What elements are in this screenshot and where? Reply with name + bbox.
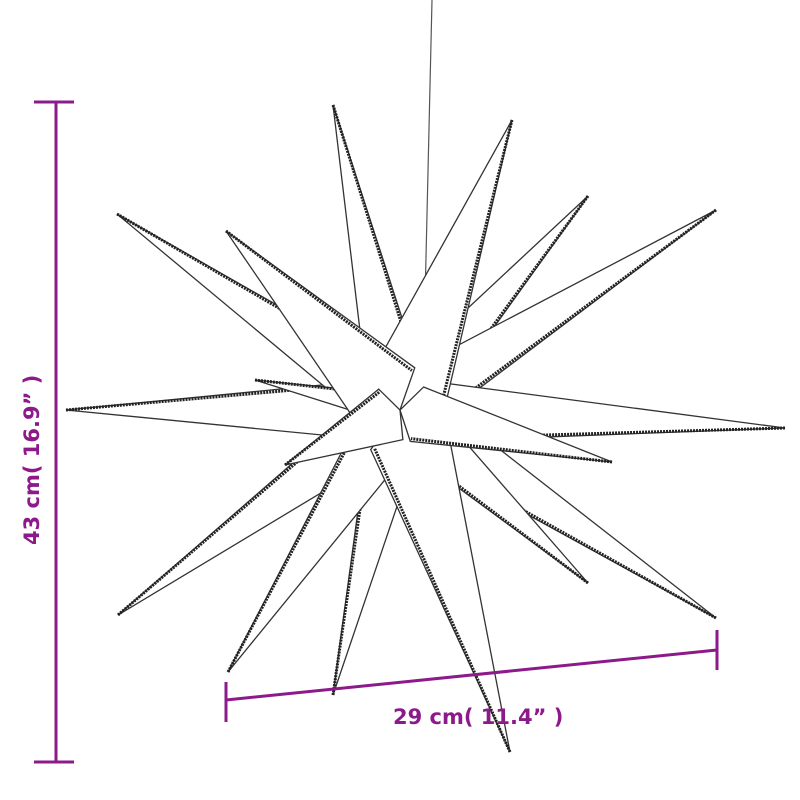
led-strip: [373, 447, 512, 753]
width-dimension-line: [225, 648, 718, 702]
led-strip: [225, 229, 413, 372]
led-strip: [441, 119, 514, 401]
led-strip: [410, 437, 613, 464]
led-strip: [429, 426, 786, 440]
width-label: 29 cm( 11.4” ): [393, 705, 563, 729]
led-strip: [437, 208, 717, 417]
led-strip: [226, 415, 365, 673]
led-strip: [410, 446, 717, 620]
led-strip: [65, 381, 374, 412]
led-strip: [284, 390, 381, 467]
height-label: 43 cm( 16.9” ): [20, 375, 44, 545]
